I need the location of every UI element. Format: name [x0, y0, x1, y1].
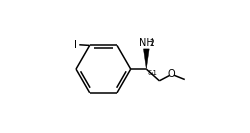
Text: 2: 2 [150, 39, 154, 48]
Text: &1: &1 [147, 70, 157, 76]
Text: O: O [167, 69, 175, 79]
Polygon shape [143, 49, 148, 69]
Text: NH: NH [138, 38, 153, 48]
Text: I: I [73, 40, 76, 50]
